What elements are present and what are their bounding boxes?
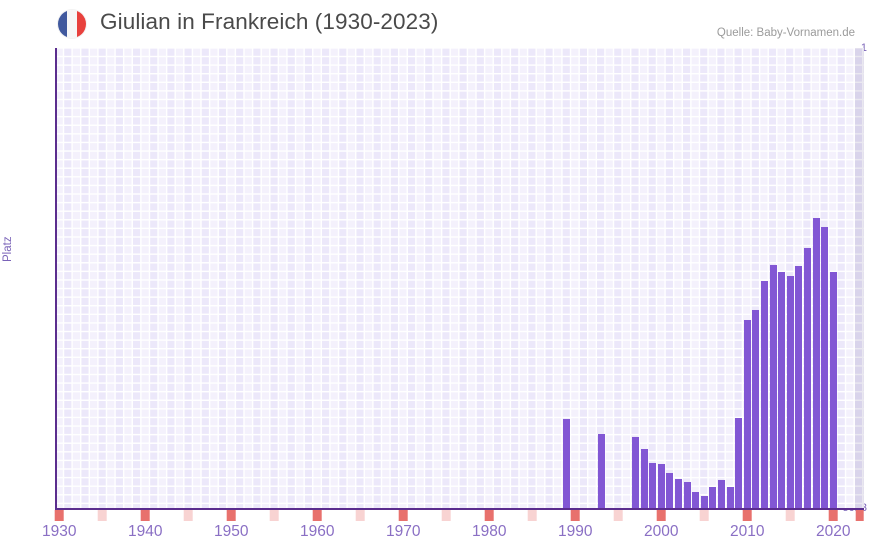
- bar[interactable]: [821, 227, 829, 508]
- x-axis-minor-tick: [528, 510, 537, 521]
- x-axis-tick-label: 1930: [42, 523, 77, 540]
- bar[interactable]: [640, 449, 648, 508]
- x-axis-minor-tick: [270, 510, 279, 521]
- x-axis-minor-tick: [700, 510, 709, 521]
- source-attribution: Quelle: Baby-Vornamen.de: [716, 27, 855, 39]
- plot-area: [55, 48, 864, 510]
- bar[interactable]: [761, 281, 768, 508]
- x-axis-tick-label: 1960: [300, 523, 335, 540]
- bar[interactable]: [709, 487, 717, 508]
- x-axis-tick-mark: [55, 510, 64, 521]
- bar[interactable]: [752, 310, 760, 508]
- x-axis-tick-label: 1970: [386, 523, 421, 540]
- x-axis-tick-label: 1980: [472, 523, 507, 540]
- bar[interactable]: [597, 434, 605, 508]
- x-axis-minor-tick: [356, 510, 365, 521]
- bar[interactable]: [735, 418, 743, 508]
- x-axis-tick-mark: [141, 510, 150, 521]
- bar[interactable]: [649, 463, 657, 508]
- x-axis-tick-label: 1940: [128, 523, 163, 540]
- bar[interactable]: [700, 496, 708, 508]
- bar[interactable]: [675, 479, 682, 508]
- x-axis-minor-tick: [614, 510, 623, 521]
- y-axis-label: Platz: [2, 236, 14, 262]
- x-axis-tick-label: 1950: [214, 523, 249, 540]
- chart-header: Giulian in Frankreich (1930-2023) Quelle…: [0, 0, 873, 46]
- bar[interactable]: [795, 266, 803, 508]
- x-axis-tick-mark: [657, 510, 666, 521]
- bar[interactable]: [718, 480, 725, 508]
- x-axis-minor-tick: [786, 510, 795, 521]
- x-axis-tick-mark: [485, 510, 494, 521]
- x-axis-line: [55, 508, 864, 510]
- bar[interactable]: [632, 437, 639, 508]
- x-axis-tick-mark-edge: [855, 510, 864, 521]
- x-axis-tick-label: 1990: [558, 523, 593, 540]
- y-axis-line: [55, 48, 57, 508]
- plot-gridlines: [55, 48, 864, 508]
- x-axis-minor-tick: [442, 510, 451, 521]
- x-axis-tick-mark: [313, 510, 322, 521]
- x-axis-tick-label: 2000: [644, 523, 679, 540]
- bar[interactable]: [657, 464, 665, 508]
- x-axis-tick-label: 2010: [730, 523, 765, 540]
- bar[interactable]: [769, 265, 777, 508]
- bar[interactable]: [829, 272, 837, 508]
- bar[interactable]: [804, 248, 811, 508]
- bar[interactable]: [743, 320, 751, 508]
- x-axis-tick-mark: [571, 510, 580, 521]
- x-axis-tick-label: 2020: [816, 523, 851, 540]
- bar[interactable]: [812, 218, 820, 508]
- x-axis-tick-mark: [829, 510, 838, 521]
- x-axis-tick-mark: [227, 510, 236, 521]
- x-axis-minor-tick: [98, 510, 107, 521]
- bar[interactable]: [563, 419, 571, 508]
- bar[interactable]: [692, 492, 700, 508]
- x-axis-tick-mark: [743, 510, 752, 521]
- x-axis-tick-mark: [399, 510, 408, 521]
- france-flag-icon: [58, 10, 86, 38]
- x-axis-minor-tick: [184, 510, 193, 521]
- bar[interactable]: [683, 482, 691, 508]
- bar[interactable]: [726, 487, 734, 508]
- bar[interactable]: [786, 276, 794, 508]
- page-title: Giulian in Frankreich (1930-2023): [100, 9, 439, 34]
- bar[interactable]: [666, 473, 674, 508]
- bar[interactable]: [778, 272, 786, 508]
